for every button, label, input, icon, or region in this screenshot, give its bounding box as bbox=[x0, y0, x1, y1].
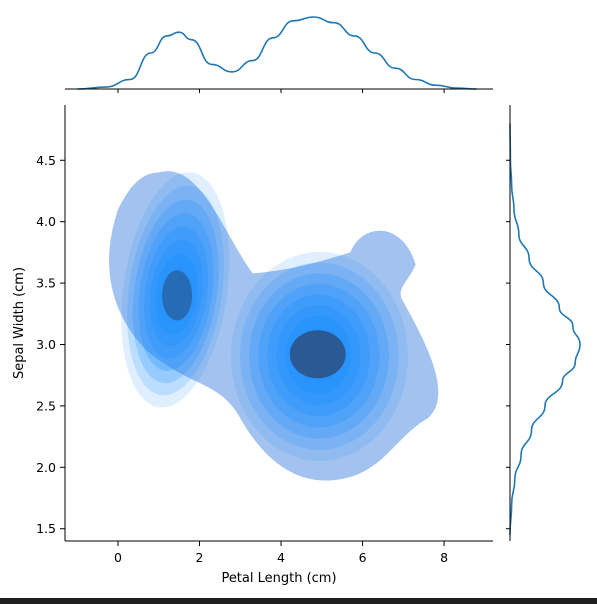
y-axis-ticks: 1.5 2.0 2.5 3.0 3.5 4.0 4.5 bbox=[36, 153, 65, 536]
y-tick-label-3: 3.0 bbox=[36, 337, 56, 352]
window-bottom-bar bbox=[0, 598, 597, 604]
joint-kde-plot bbox=[109, 171, 439, 481]
y-tick-label-6: 4.5 bbox=[36, 153, 56, 168]
kde-peak-left bbox=[162, 270, 193, 321]
kde-contour-level-1 bbox=[109, 171, 439, 481]
joint-axes bbox=[64, 105, 493, 542]
y-tick-label-0: 1.5 bbox=[36, 521, 56, 536]
y-tick-label-4: 3.5 bbox=[36, 276, 56, 291]
x-tick-label-0: 0 bbox=[114, 550, 122, 565]
marginal-x-density bbox=[65, 16, 493, 93]
x-tick-label-4: 8 bbox=[440, 550, 448, 565]
x-tick-label-2: 4 bbox=[277, 550, 285, 565]
kde-peak-right bbox=[289, 330, 346, 379]
x-axis-label: Petal Length (cm) bbox=[221, 571, 336, 586]
marginal-x-curve bbox=[77, 16, 477, 90]
y-axis-label: Sepal Width (cm) bbox=[12, 267, 27, 379]
y-tick-label-2: 2.5 bbox=[36, 398, 56, 413]
y-tick-label-1: 2.0 bbox=[36, 460, 56, 475]
x-tick-label-3: 6 bbox=[359, 550, 367, 565]
x-tick-label-1: 2 bbox=[196, 550, 204, 565]
marginal-y-density bbox=[506, 105, 581, 541]
x-axis-ticks: 0 2 4 6 8 bbox=[114, 541, 448, 565]
marginal-y-curve bbox=[509, 123, 581, 535]
y-tick-label-5: 4.0 bbox=[36, 214, 56, 229]
